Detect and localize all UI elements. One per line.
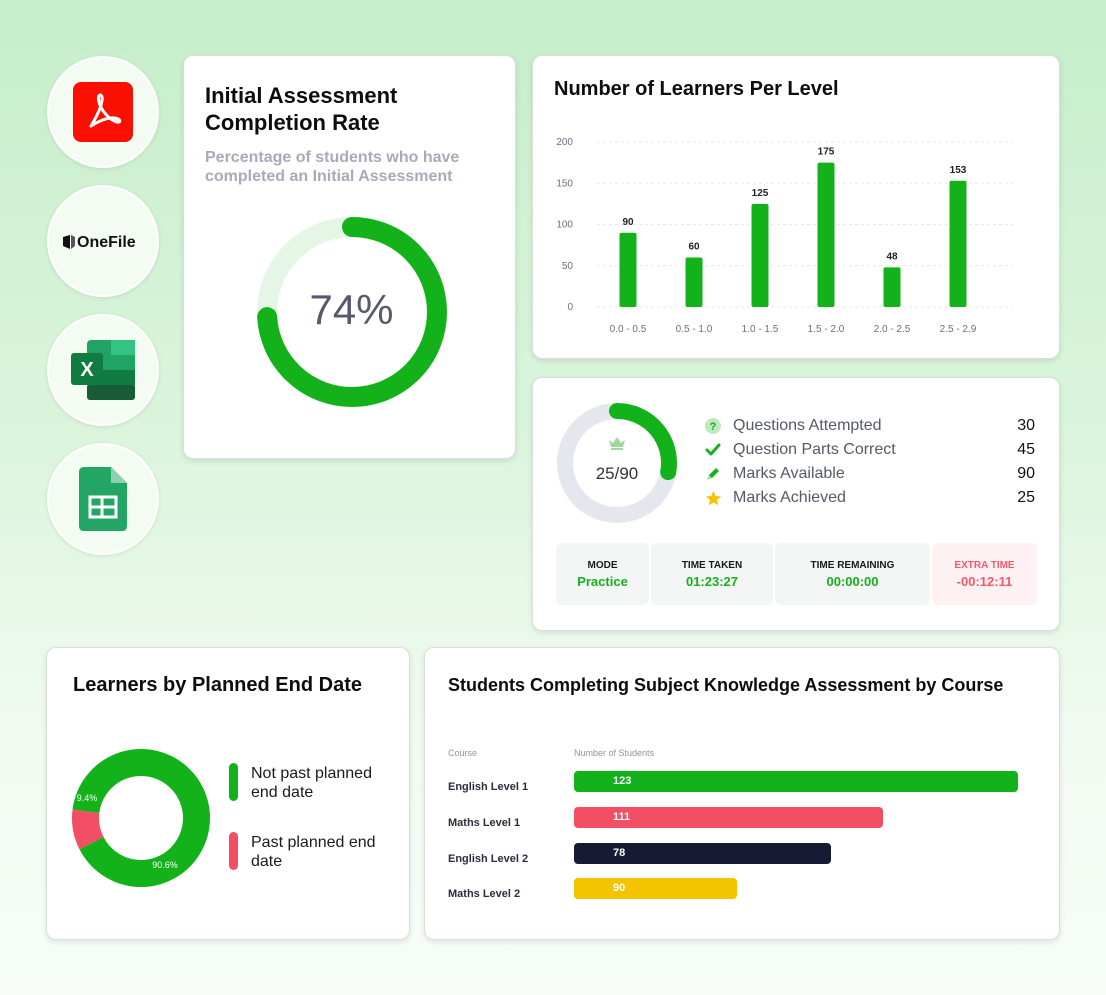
check-icon [705, 442, 727, 458]
donut-slice-past [72, 809, 104, 850]
y-tick-label: 200 [556, 137, 573, 148]
y-tick-label: 150 [556, 178, 573, 189]
bar-value-label: 175 [818, 147, 835, 158]
course-bar-value: 90 [613, 882, 626, 894]
legend-past: Past planned end date [251, 834, 376, 870]
bar [619, 232, 637, 307]
stat-mode: MODE Practice [556, 543, 649, 605]
completion-percent: 74% [309, 286, 394, 333]
course-label: English Level 2 [448, 853, 529, 865]
row-marks-achieved: Marks Achieved 25 [705, 487, 1035, 509]
bar [817, 162, 835, 307]
x-tick-label: 2.5 - 2.9 [940, 324, 977, 335]
bar [883, 267, 901, 307]
stat-time-remaining: TIME REMAINING 00:00:00 [775, 543, 930, 605]
score-ring [557, 403, 677, 523]
row-question-parts-correct: Question Parts Correct 45 [705, 439, 1035, 461]
column-course: Course [448, 748, 478, 758]
subject-knowledge-card: Students Completing Subject Knowledge As… [424, 647, 1060, 940]
excel-app-button[interactable]: X [47, 314, 159, 426]
course-bar: 123 [574, 771, 1018, 792]
course-bar: 78 [574, 843, 831, 864]
bar [685, 257, 703, 307]
bar-value-label: 90 [622, 217, 634, 228]
bar-value-label: 60 [688, 242, 700, 253]
course-bar: 111 [574, 807, 883, 828]
x-tick-label: 0.5 - 1.0 [676, 324, 713, 335]
pencil-icon [705, 466, 727, 482]
excel-icon: X [71, 340, 135, 400]
y-tick-label: 100 [556, 220, 573, 231]
course-label: Maths Level 1 [448, 817, 521, 829]
learners-per-level-card: Number of Learners Per Level 0 50 100 150 20… [532, 55, 1060, 359]
stat-time-taken: TIME TAKEN 01:23:27 [651, 543, 773, 605]
column-students: Number of Students [574, 748, 655, 758]
x-tick-label: 0.0 - 0.5 [610, 324, 647, 335]
course-bar: 90 [574, 878, 737, 899]
subject-knowledge-title: Students Completing Subject Knowledge As… [448, 675, 1004, 695]
legend-swatch-not-past [229, 763, 238, 801]
course-bar-value: 123 [613, 775, 632, 787]
x-tick-label: 1.5 - 2.0 [808, 324, 845, 335]
course-bar-value: 111 [613, 811, 631, 823]
completion-ring [257, 217, 447, 407]
course-label: English Level 1 [448, 781, 529, 793]
onefile-logo: OneFile [63, 234, 136, 251]
star-icon [705, 490, 727, 507]
svg-text:?: ? [710, 421, 717, 433]
completion-ring-progress [257, 217, 447, 407]
pdf-app-button[interactable] [47, 56, 159, 168]
end-date-title: Learners by Planned End Date [73, 674, 362, 696]
bar-value-label: 48 [886, 251, 898, 262]
y-tick-label: 0 [567, 302, 573, 313]
course-bar-value: 78 [613, 847, 626, 859]
bar [751, 203, 769, 307]
bar [949, 180, 967, 307]
quiz-summary-card: 25/90 ? Questions Attempted 30 Question … [532, 377, 1060, 631]
completion-card: Initial Assessment Completion Rate Perce… [183, 55, 516, 459]
learners-per-level-chart: 0 50 100 150 200 90 0.0 - 0.5 60 0.5 - 1.0 125 1.0… [556, 137, 1013, 335]
row-questions-attempted: ? Questions Attempted 30 [705, 415, 1035, 437]
donut-label-past: 9.4% [77, 793, 98, 803]
sheets-app-button[interactable] [47, 443, 159, 555]
svg-text:X: X [80, 359, 94, 381]
legend-swatch-past [229, 832, 238, 870]
question-icon: ? [705, 418, 727, 434]
x-tick-label: 1.0 - 1.5 [742, 324, 779, 335]
score-label: 25/90 [595, 464, 639, 483]
completion-subtitle: Percentage of students who have complete… [205, 149, 460, 185]
crown-icon [609, 437, 625, 450]
row-marks-available: Marks Available 90 [705, 463, 1035, 485]
score-ring-progress [557, 403, 677, 523]
donut-label-not-past: 90.6% [152, 860, 178, 870]
y-tick-label: 50 [562, 261, 574, 272]
pdf-icon [73, 82, 133, 142]
onefile-app-button[interactable]: OneFile [47, 185, 159, 297]
svg-text:OneFile: OneFile [77, 234, 136, 251]
learners-per-level-title: Number of Learners Per Level [554, 78, 839, 100]
bar-value-label: 153 [950, 165, 967, 176]
donut-slice-not-past [72, 749, 210, 887]
x-tick-label: 2.0 - 2.5 [874, 324, 911, 335]
end-date-card: Learners by Planned End Date 9.4% 90.6% N… [46, 647, 410, 940]
bar-value-label: 125 [752, 188, 769, 199]
course-label: Maths Level 2 [448, 888, 521, 900]
completion-title: Initial Assessment Completion Rate [205, 83, 398, 135]
legend-not-past: Not past planned end date [251, 765, 372, 801]
stat-extra-time: EXTRA TIME -00:12:11 [932, 543, 1037, 605]
sheets-icon [79, 467, 127, 531]
end-date-donut: 9.4% 90.6% [72, 749, 210, 887]
